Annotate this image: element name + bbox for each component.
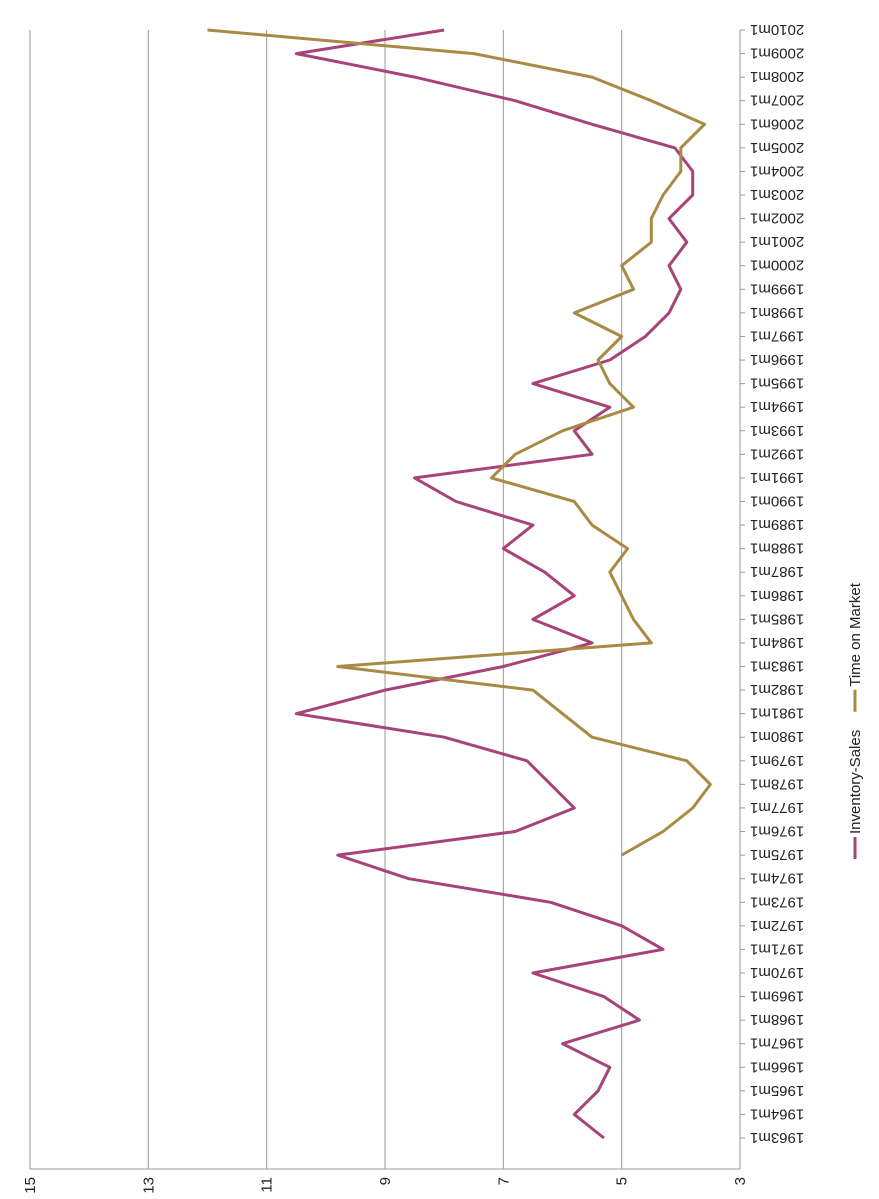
x-tick-label: 1999m1 — [750, 280, 804, 297]
y-tick-label: 7 — [495, 1177, 512, 1185]
x-tick-label: 1964m1 — [750, 1105, 804, 1122]
x-tick-label: 1987m1 — [750, 563, 804, 580]
x-tick-label: 1992m1 — [750, 445, 804, 462]
legend-label: Inventory-Sales — [847, 730, 864, 834]
x-tick-label: 1969m1 — [750, 988, 804, 1005]
x-tick-label: 1996m1 — [750, 351, 804, 368]
x-tick-label: 1965m1 — [750, 1082, 804, 1099]
x-tick-label: 1990m1 — [750, 492, 804, 509]
x-tick-label: 2009m1 — [750, 45, 804, 62]
x-tick-label: 1981m1 — [750, 705, 804, 722]
y-tick-label: 9 — [377, 1177, 394, 1185]
x-tick-label: 1966m1 — [750, 1058, 804, 1075]
x-tick-label: 1988m1 — [750, 540, 804, 557]
y-tick-label: 3 — [732, 1177, 749, 1185]
rotated-chart: 3 5 7 9 11 13 15 1963m1 1964m1 1965m1 1966m1 1967m1… — [22, 21, 864, 1194]
x-tick-label: 1973m1 — [750, 893, 804, 910]
x-tick-label: 1963m1 — [750, 1129, 804, 1146]
y-tick-label: 5 — [614, 1177, 631, 1185]
x-tick-label: 1995m1 — [750, 375, 804, 392]
series-line — [207, 28, 712, 857]
x-tick-label: 1975m1 — [750, 846, 804, 863]
x-tick-label: 1986m1 — [750, 587, 804, 604]
x-tick-label: 1997m1 — [750, 327, 804, 344]
x-tick-label: 1989m1 — [750, 516, 804, 533]
y-tick-label: 13 — [140, 1177, 157, 1194]
x-tick-label: 1991m1 — [750, 469, 804, 486]
x-tick-label: 1976m1 — [750, 823, 804, 840]
legend-label: Time on Market — [847, 582, 864, 686]
x-tick-label: 2002m1 — [750, 210, 804, 227]
x-tick-label: 2003m1 — [750, 186, 804, 203]
x-tick-label: 1977m1 — [750, 799, 804, 816]
x-tick-label: 1972m1 — [750, 917, 804, 934]
x-tick-label: 1993m1 — [750, 422, 804, 439]
y-tick-label: 15 — [22, 1177, 39, 1194]
x-tick-label: 1978m1 — [750, 775, 804, 792]
x-tick-label: 1970m1 — [750, 964, 804, 981]
x-tick-label: 1998m1 — [750, 304, 804, 321]
x-tick-label: 1979m1 — [750, 752, 804, 769]
x-tick-label: 1983m1 — [750, 658, 804, 675]
x-tick-label: 2005m1 — [750, 139, 804, 156]
x-tick-label: 2006m1 — [750, 115, 804, 132]
series-line — [294, 28, 695, 1140]
x-tick-label: 2001m1 — [750, 233, 804, 250]
x-tick-label: 1984m1 — [750, 634, 804, 651]
y-tick-label: 11 — [259, 1177, 276, 1193]
x-tick-label: 2000m1 — [750, 257, 804, 274]
x-tick-label: 1967m1 — [750, 1035, 804, 1052]
x-tick-label: 1974m1 — [750, 870, 804, 887]
x-tick-label: 2004m1 — [750, 162, 804, 179]
x-tick-label: 1980m1 — [750, 728, 804, 745]
x-tick-label: 1982m1 — [750, 681, 804, 698]
x-tick-label: 2010m1 — [750, 21, 804, 38]
x-tick-label: 1968m1 — [750, 1011, 804, 1028]
x-tick-label: 2007m1 — [750, 92, 804, 109]
x-tick-label: 1971m1 — [750, 940, 804, 957]
x-tick-label: 1994m1 — [750, 398, 804, 415]
x-tick-label: 2008m1 — [750, 68, 804, 85]
x-tick-label: 1985m1 — [750, 610, 804, 627]
